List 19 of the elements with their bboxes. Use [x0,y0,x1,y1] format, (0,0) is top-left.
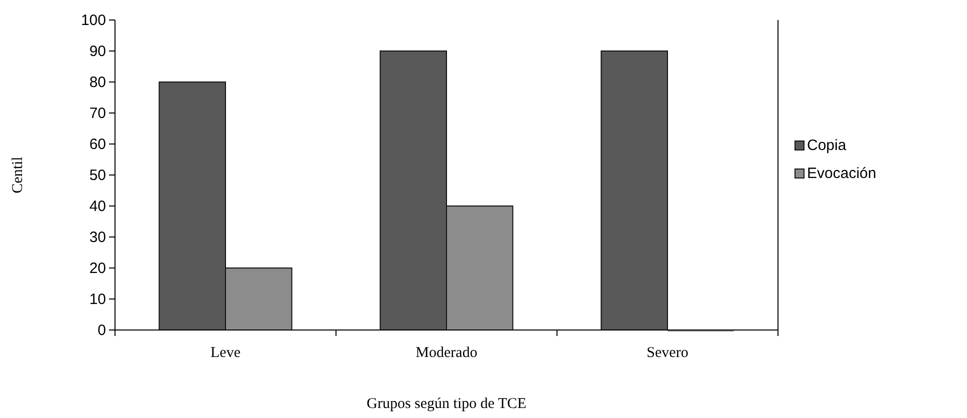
y-tick-label: 60 [89,136,106,153]
y-tick-label: 90 [89,42,106,60]
y-tick-label: 70 [89,104,106,122]
y-tick-label: 0 [98,322,106,339]
x-tick-label: Severo [646,345,688,361]
y-tick-label: 80 [89,74,106,91]
bar [600,50,668,330]
legend-label: Evocación [807,165,876,182]
y-tick-label: 50 [89,166,106,184]
y-tick-label: 30 [89,228,106,246]
y-tick-label: 100 [80,12,106,29]
x-tick-label: Leve [210,345,241,361]
x-axis-title: Grupos según tipo de TCE [366,396,526,412]
y-tick-label: 20 [89,260,106,277]
x-tick-label: Moderado [416,345,478,361]
y-tick-label: 40 [89,198,106,215]
y-axis-title: Centil [10,156,26,194]
legend-label: Copia [807,137,847,154]
y-tick-label: 10 [89,290,106,308]
